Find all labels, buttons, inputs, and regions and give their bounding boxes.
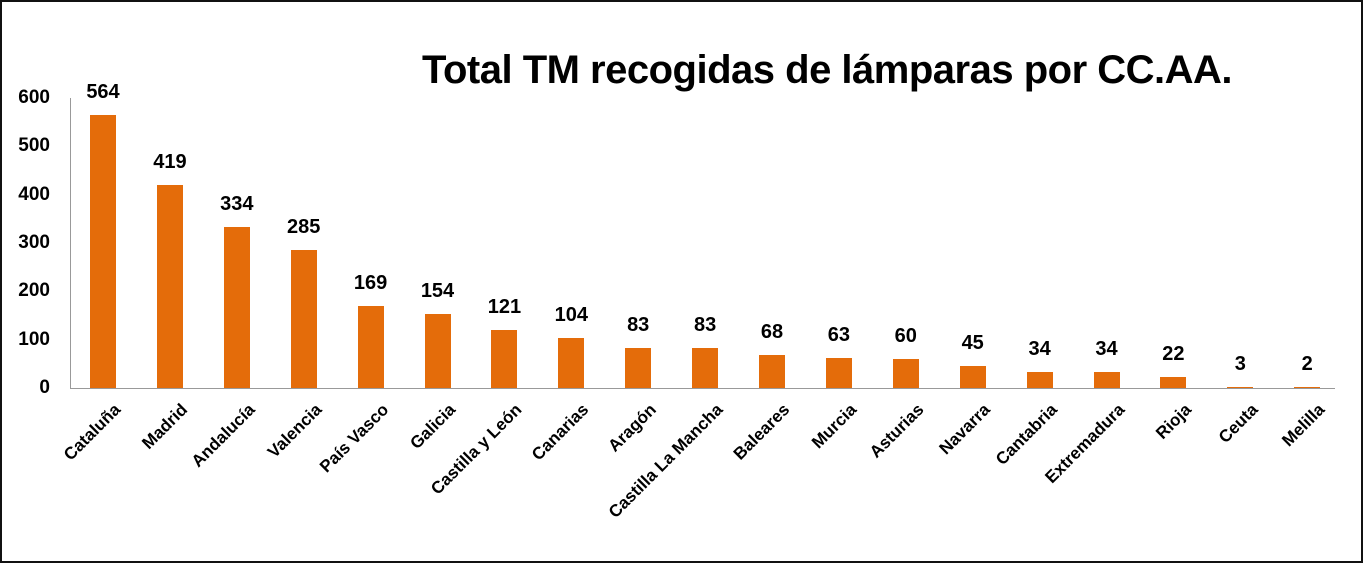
bar — [692, 347, 719, 388]
y-tick-label: 200 — [18, 280, 50, 302]
chart-title: Total TM recogidas de lámparas por CC.AA… — [422, 48, 1233, 92]
bar — [223, 226, 250, 388]
bar — [959, 366, 986, 388]
y-tick-label: 100 — [18, 328, 50, 350]
bar — [424, 313, 451, 388]
y-tick-label: 500 — [18, 135, 50, 157]
bar-value-label: 564 — [86, 81, 120, 104]
y-tick-label: 400 — [18, 183, 50, 205]
bar — [290, 250, 317, 388]
bar — [759, 355, 785, 388]
bar — [1026, 371, 1053, 388]
bar — [1093, 371, 1120, 388]
y-axis-line — [70, 98, 71, 388]
bar-value-label: 83 — [693, 313, 717, 336]
bar-value-label: 83 — [627, 313, 650, 336]
y-tick-label: 600 — [18, 87, 50, 108]
bar-value-label: 285 — [287, 216, 321, 239]
bar — [558, 337, 585, 388]
y-tick-label: 0 — [39, 377, 50, 398]
bar-value-label: 63 — [827, 323, 851, 346]
bar-value-label: 34 — [1028, 337, 1051, 360]
bar-value-label: 334 — [220, 192, 254, 215]
bar-value-label: 154 — [420, 279, 455, 302]
bar — [491, 329, 518, 388]
bar — [1294, 387, 1321, 388]
bar — [625, 347, 652, 388]
bar — [892, 359, 919, 388]
bar-value-label: 121 — [487, 295, 522, 318]
x-axis-line — [70, 388, 1335, 389]
bar-value-label: 60 — [894, 325, 917, 347]
plot-area: 564 419 334 285 169 154 121 104 83 83 68 63 60 45 34 34… — [70, 81, 1335, 389]
bar — [90, 115, 116, 388]
bar-value-label: 3 — [1234, 352, 1246, 375]
bar — [1160, 377, 1187, 388]
bar — [156, 185, 183, 388]
bar — [357, 306, 384, 388]
bar-value-label: 2 — [1301, 353, 1313, 375]
bar — [825, 357, 852, 388]
bar-value-label: 169 — [353, 272, 388, 295]
bar-value-label: 104 — [554, 303, 588, 326]
bar-value-label: 68 — [760, 321, 784, 344]
y-tick-label: 300 — [18, 232, 50, 253]
bar — [1227, 386, 1254, 388]
bar-value-label: 22 — [1162, 343, 1185, 366]
bar-value-label: 34 — [1095, 337, 1118, 360]
bar-value-label: 419 — [153, 151, 187, 174]
bar-value-label: 45 — [961, 332, 984, 355]
